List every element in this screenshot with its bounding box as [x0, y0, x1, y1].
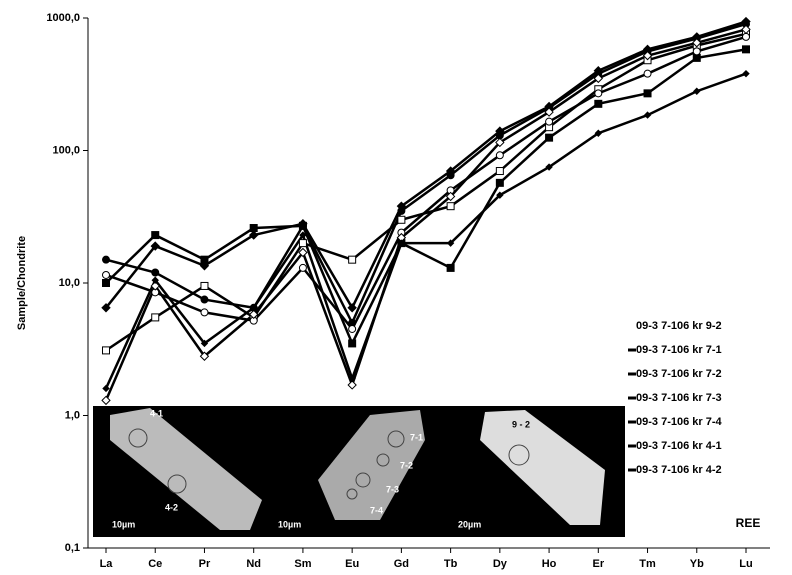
x-tick-label: Lu: [739, 558, 752, 570]
x-tick-label: Eu: [345, 558, 359, 570]
marker: [201, 282, 208, 289]
series-line: [106, 74, 746, 389]
marker: [743, 71, 749, 77]
inset-label: 4-1: [150, 408, 163, 418]
x-tick-label: La: [100, 558, 114, 570]
inset-label: 20µm: [458, 519, 481, 529]
marker: [152, 232, 159, 239]
marker: [103, 256, 110, 263]
x-tick-label: Tb: [444, 558, 458, 570]
marker: [349, 340, 356, 347]
marker: [103, 347, 110, 354]
y-tick-label: 100,0: [52, 144, 80, 156]
y-axis-label: Sample/Chondrite: [16, 236, 28, 330]
y-tick-label: 10,0: [59, 277, 80, 289]
marker: [447, 264, 454, 271]
marker: [693, 48, 700, 55]
x-tick-label: Dy: [493, 558, 508, 570]
marker: [447, 203, 454, 210]
x-tick-label: Nd: [246, 558, 261, 570]
legend-label: 09-3 7-106 kr 7-1: [636, 344, 722, 356]
marker: [201, 296, 208, 303]
marker: [103, 271, 110, 278]
x-tick-label: Pr: [199, 558, 211, 570]
marker: [349, 256, 356, 263]
marker: [693, 54, 700, 61]
legend-label: 09-3 7-106 kr 7-2: [636, 368, 722, 380]
marker: [743, 46, 750, 53]
legend-label: 09-3 7-106 kr 9-2: [636, 320, 722, 332]
marker: [103, 280, 110, 287]
x-tick-label: Ho: [542, 558, 557, 570]
x-tick-label: Er: [592, 558, 604, 570]
inset-label: 9 - 2: [512, 419, 530, 429]
marker: [152, 314, 159, 321]
y-tick-label: 1,0: [65, 409, 80, 421]
inset-label: 4-2: [165, 502, 178, 512]
legend-label: 09-3 7-106 kr 4-2: [636, 464, 722, 476]
marker: [398, 216, 405, 223]
legend-label: 09-3 7-106 kr 7-4: [636, 416, 722, 428]
marker: [152, 269, 159, 276]
marker: [595, 100, 602, 107]
x-tick-label: Ce: [148, 558, 162, 570]
marker: [546, 118, 553, 125]
y-tick-label: 1000,0: [46, 12, 80, 24]
marker: [496, 179, 503, 186]
marker: [299, 240, 306, 247]
chart: Sample/Chondrite REE 0,1 1,0 10,0 100,0 1000…: [0, 0, 792, 570]
x-tick-label: Sm: [294, 558, 311, 570]
inset-label: 10µm: [112, 519, 135, 529]
x-tick-label: Yb: [690, 558, 704, 570]
x-axis-label: REE: [736, 516, 761, 530]
marker: [595, 90, 602, 97]
marker: [546, 134, 553, 141]
marker: [349, 325, 356, 332]
inset-label: 7-3: [386, 484, 399, 494]
inset-label: 10µm: [278, 519, 301, 529]
marker: [644, 70, 651, 77]
x-tick-label: Tm: [639, 558, 656, 570]
inset-label: 7-2: [400, 460, 413, 470]
legend-label: 09-3 7-106 kr 4-1: [636, 440, 722, 452]
x-tick-label: Gd: [394, 558, 409, 570]
marker: [299, 264, 306, 271]
legend-label: 09-3 7-106 kr 7-3: [636, 392, 722, 404]
series-line: [106, 24, 746, 323]
inset-label: 7-1: [410, 432, 423, 442]
y-tick-label: 0,1: [65, 542, 80, 554]
marker: [743, 33, 750, 40]
inset-label: 7-4: [370, 505, 383, 515]
marker: [644, 90, 651, 97]
inset-image: [93, 406, 625, 537]
marker: [496, 168, 503, 175]
marker: [201, 309, 208, 316]
marker: [102, 396, 110, 404]
marker: [496, 152, 503, 159]
